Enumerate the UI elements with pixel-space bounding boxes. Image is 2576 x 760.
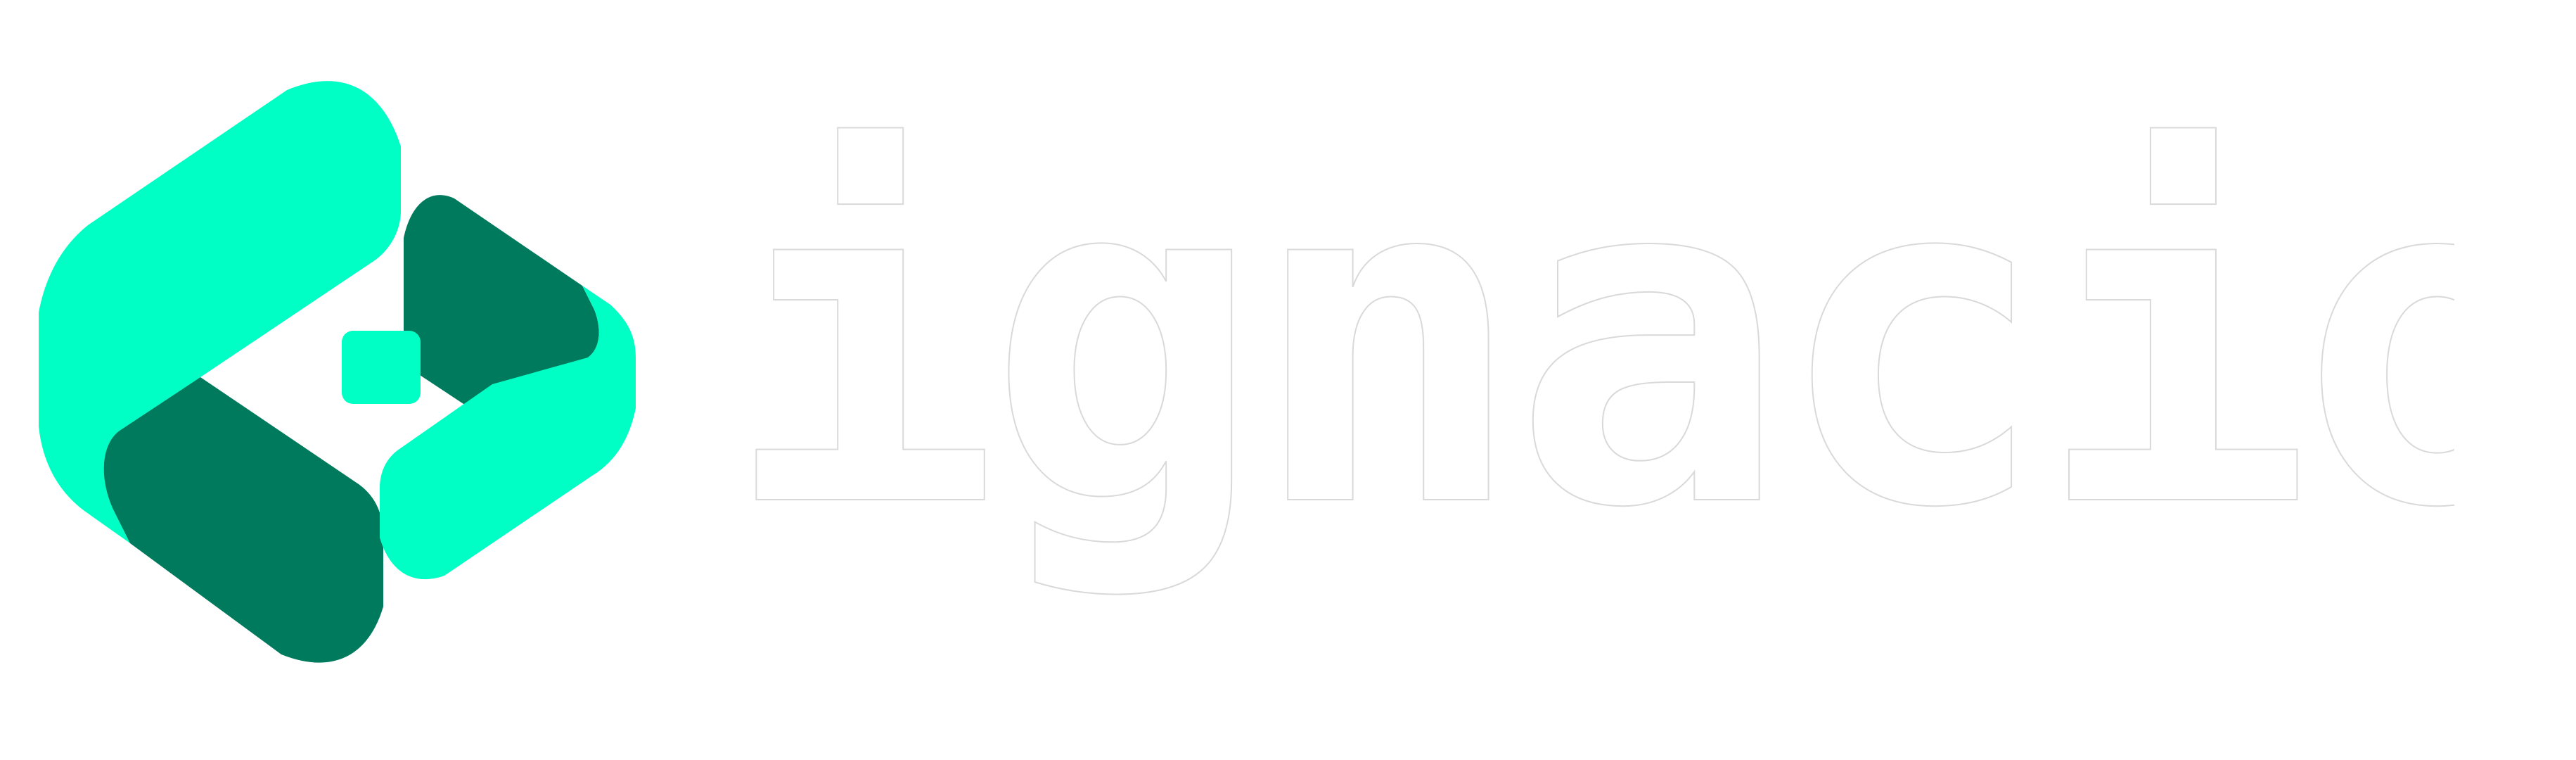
ignacio-logo-mark-icon	[39, 81, 636, 663]
wordmark: ignacio	[724, 106, 2454, 609]
right-lower-segment	[380, 286, 636, 580]
left-upper-segment	[39, 81, 401, 544]
wordmark-text: ignacio	[724, 106, 2454, 608]
left-lower-segment	[103, 377, 383, 663]
center-square	[342, 331, 421, 404]
right-upper-segment	[404, 195, 599, 423]
